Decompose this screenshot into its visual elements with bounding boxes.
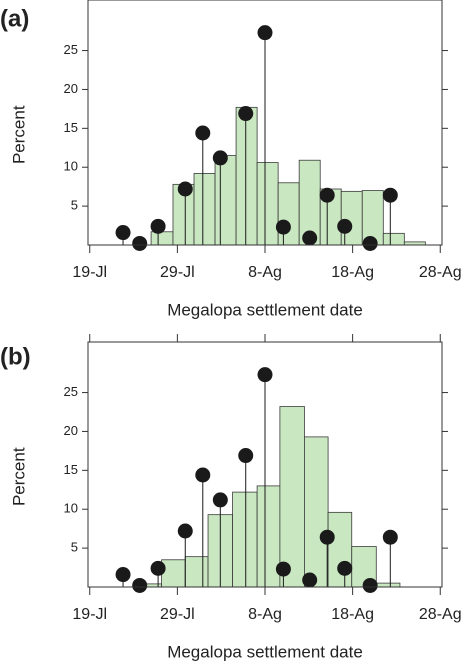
bar — [382, 232, 405, 246]
y-tick-label: 20 — [64, 81, 78, 96]
x-tick-label: 18-Ag — [331, 606, 374, 623]
y-tick-label: 25 — [64, 42, 78, 57]
bar — [214, 155, 237, 246]
stem-point — [150, 218, 166, 234]
stem-point — [195, 467, 211, 483]
stem-point — [238, 448, 254, 464]
stem-point — [302, 230, 318, 246]
stem-point — [150, 560, 166, 576]
bar — [184, 556, 209, 588]
stem-point — [257, 25, 273, 41]
stem-point — [275, 561, 291, 577]
stem-point — [115, 567, 131, 583]
x-tick-label: 19-Jl — [72, 606, 107, 623]
x-tick-label: 28-Ag — [419, 606, 462, 623]
x-tick-label: 29-Jl — [160, 606, 195, 623]
stem-point — [257, 367, 273, 383]
panel-label: (b) — [0, 343, 31, 370]
stem-point — [337, 218, 353, 234]
x-tick-label: 19-Jl — [72, 264, 107, 281]
x-axis-label: Megalopa settlement date — [167, 300, 363, 319]
y-tick-label: 25 — [64, 384, 78, 399]
bar — [277, 182, 300, 246]
x-tick-label: 28-Ag — [419, 264, 462, 281]
stem-point — [362, 577, 378, 593]
bar — [256, 162, 279, 246]
stem-point — [319, 187, 335, 203]
bar — [193, 173, 216, 246]
stem-point — [319, 529, 335, 545]
stem-point — [115, 225, 131, 241]
x-tick-label: 8-Ag — [248, 264, 282, 281]
y-tick-label: 20 — [64, 423, 78, 438]
y-tick-label: 15 — [64, 120, 78, 135]
stem-point — [382, 529, 398, 545]
stem-point — [212, 492, 228, 508]
stem-point — [177, 523, 193, 539]
stem-point — [212, 150, 228, 166]
y-axis-label: Percent — [9, 105, 28, 164]
x-tick-label: 8-Ag — [248, 606, 282, 623]
y-tick-label: 5 — [71, 540, 78, 555]
bar — [375, 582, 401, 588]
stem-point — [362, 235, 378, 251]
bar — [161, 559, 186, 588]
stem-point — [238, 106, 254, 122]
stem-point — [337, 560, 353, 576]
panel-label: (a) — [0, 5, 29, 32]
stem-point — [177, 181, 193, 197]
x-tick-label: 18-Ag — [331, 264, 374, 281]
y-tick-label: 5 — [71, 198, 78, 213]
bar — [232, 491, 258, 588]
bar — [279, 406, 305, 588]
y-tick-label: 10 — [64, 501, 78, 516]
bar — [150, 231, 174, 246]
x-axis-label: Megalopa settlement date — [167, 642, 363, 661]
y-tick-label: 15 — [64, 462, 78, 477]
stem-point — [302, 572, 318, 588]
bar — [304, 436, 329, 588]
stem-point — [132, 577, 148, 593]
bar — [235, 106, 258, 246]
stem-point — [195, 125, 211, 141]
stem-point — [382, 187, 398, 203]
stem-point — [275, 219, 291, 235]
stem-point — [132, 235, 148, 251]
x-tick-label: 29-Jl — [160, 264, 195, 281]
bar — [327, 511, 353, 588]
y-axis-label: Percent — [9, 447, 28, 506]
y-tick-label: 10 — [64, 159, 78, 174]
